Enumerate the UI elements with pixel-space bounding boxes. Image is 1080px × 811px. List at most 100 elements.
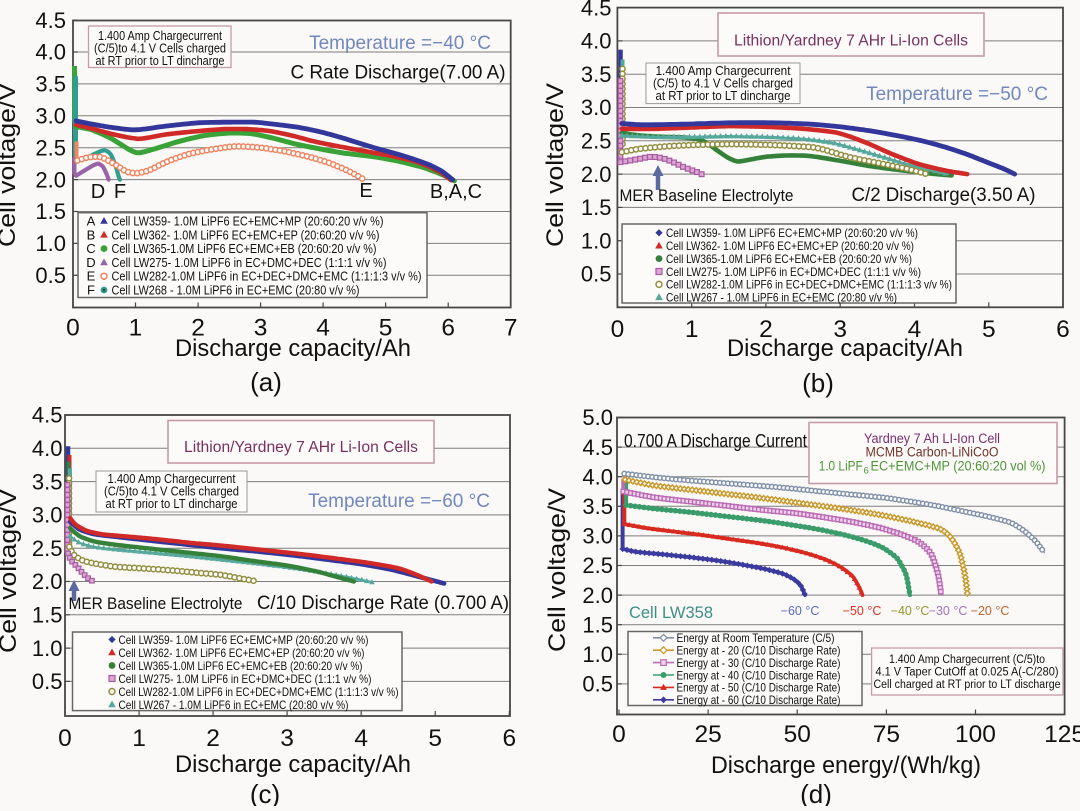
svg-text:2.0: 2.0 <box>581 162 612 187</box>
svg-text:125: 125 <box>1044 721 1080 748</box>
svg-text:3.0: 3.0 <box>35 104 66 129</box>
svg-text:1.5: 1.5 <box>32 603 63 628</box>
svg-text:6: 6 <box>441 315 455 342</box>
svg-text:1.400 Amp Chargecurrent (C/5)t: 1.400 Amp Chargecurrent (C/5)to <box>889 654 1045 666</box>
svg-text:0.700 A Discharge Current: 0.700 A Discharge Current <box>624 431 807 451</box>
svg-text:(d): (d) <box>800 779 832 806</box>
svg-text:3.0: 3.0 <box>582 524 613 549</box>
svg-text:Energy at - 40 (C/10 Discharge: Energy at - 40 (C/10 Discharge Rate) <box>677 668 841 682</box>
svg-text:2.5: 2.5 <box>581 129 612 154</box>
svg-text:Cell voltage/V: Cell voltage/V <box>544 488 571 652</box>
svg-text:2: 2 <box>206 725 220 752</box>
svg-text:MER Baseline Electrolyte: MER Baseline Electrolyte <box>620 186 794 205</box>
svg-text:E: E <box>87 269 96 284</box>
svg-text:2.0: 2.0 <box>35 167 66 192</box>
svg-text:Energy at - 50 (C/10 Discharge: Energy at - 50 (C/10 Discharge Rate) <box>677 681 841 695</box>
svg-text:at RT prior to LT dincharge: at RT prior to LT dincharge <box>106 496 238 511</box>
svg-text:C Rate Discharge(7.00 A): C Rate Discharge(7.00 A) <box>291 62 506 84</box>
svg-text:4: 4 <box>316 315 330 342</box>
svg-text:3.5: 3.5 <box>32 469 63 494</box>
svg-text:C: C <box>86 241 95 256</box>
svg-text:4.1 V Taper CutOff at 0.025 A: 4.1 V Taper CutOff at 0.025 A(-C/280) <box>876 667 1059 679</box>
svg-text:B: B <box>87 227 96 242</box>
svg-text:Discharge capacity/Ah: Discharge capacity/Ah <box>175 751 411 778</box>
svg-text:Cell LW282-1.0M LiPF6 in EC+DE: Cell LW282-1.0M LiPF6 in EC+DEC+DMC+EMC … <box>666 278 952 292</box>
svg-text:Energy at - 30 (C/10 Discharge: Energy at - 30 (C/10 Discharge Rate) <box>677 656 841 670</box>
svg-text:(C/5)to 4.1 V Cells charged: (C/5)to 4.1 V Cells charged <box>94 41 226 56</box>
svg-text:0: 0 <box>612 721 626 748</box>
svg-text:1.400 Amp Chargecurrent: 1.400 Amp Chargecurrent <box>108 471 236 486</box>
svg-text:1: 1 <box>129 315 143 342</box>
svg-text:Cell LW362- 1.0M LiPF6 EC+EMC+: Cell LW362- 1.0M LiPF6 EC+EMC+EP (20:60:… <box>112 228 380 242</box>
svg-text:F: F <box>114 181 126 203</box>
svg-text:Discharge energy/(Wh/kg): Discharge energy/(Wh/kg) <box>711 752 981 779</box>
svg-text:1: 1 <box>132 725 146 752</box>
svg-text:0.5: 0.5 <box>581 262 612 287</box>
svg-text:1.400 Amp Chargecurrent: 1.400 Amp Chargecurrent <box>656 63 791 78</box>
svg-text:MCMB Carbon-LiNiCoO: MCMB Carbon-LiNiCoO <box>866 445 999 460</box>
svg-text:A: A <box>87 214 96 229</box>
svg-text:2: 2 <box>759 316 773 343</box>
svg-text:Energy at - 60 (C/10 Discharge: Energy at - 60 (C/10 Discharge Rate) <box>677 693 841 707</box>
svg-text:2.0: 2.0 <box>32 569 63 594</box>
svg-text:(a): (a) <box>250 367 282 397</box>
svg-text:0.5: 0.5 <box>32 669 63 694</box>
svg-text:C/10 Discharge Rate (0.700 A): C/10 Discharge Rate (0.700 A) <box>257 592 509 614</box>
svg-text:Cell charged at RT prior to LT: Cell charged at RT prior to LT discharge <box>874 679 1061 691</box>
svg-text:Cell LW358: Cell LW358 <box>629 604 713 622</box>
svg-text:Cell LW362- 1.0M LiPF6 EC+EMC+: Cell LW362- 1.0M LiPF6 EC+EMC+EP (20:60:… <box>666 239 914 253</box>
svg-text:at RT prior to LT dincharge: at RT prior to LT dincharge <box>656 88 791 103</box>
svg-text:Cell LW359- 1.0M LiPF6 EC+EMC+: Cell LW359- 1.0M LiPF6 EC+EMC+MP (20:60:… <box>666 226 918 240</box>
svg-text:−30 °C: −30 °C <box>929 604 968 618</box>
svg-text:Cell LW267 - 1.0M LiPF6 in EC+: Cell LW267 - 1.0M LiPF6 in EC+EMC (20:80… <box>666 291 897 305</box>
svg-text:−40 °C: −40 °C <box>891 604 930 618</box>
svg-text:Cell LW365-1.0M LiPF6 EC+EMC+E: Cell LW365-1.0M LiPF6 EC+EMC+EB (20:60:2… <box>666 252 912 266</box>
svg-text:Cell LW282-1.0M LiPF6 in EC+DE: Cell LW282-1.0M LiPF6 in EC+DEC+DMC+EMC … <box>119 685 399 699</box>
svg-text:1.400 Amp Chargecurrent: 1.400 Amp Chargecurrent <box>98 28 222 43</box>
svg-text:0.5: 0.5 <box>35 263 66 288</box>
svg-text:3: 3 <box>833 316 847 343</box>
svg-text:2.5: 2.5 <box>582 553 613 578</box>
svg-text:0: 0 <box>66 315 80 342</box>
svg-text:MER Baseline Electrolyte: MER Baseline Electrolyte <box>69 594 243 613</box>
svg-text:4: 4 <box>908 316 922 343</box>
svg-text:1: 1 <box>685 316 699 343</box>
svg-text:2.5: 2.5 <box>35 135 66 160</box>
svg-text:Cell LW267 - 1.0M LiPF6 in EC+: Cell LW267 - 1.0M LiPF6 in EC+EMC (20:80… <box>119 698 349 712</box>
svg-text:Lithion/Yardney 7 AHr Li-Ion C: Lithion/Yardney 7 AHr Li-Ion Cells <box>184 439 418 456</box>
svg-text:4.5: 4.5 <box>32 403 63 428</box>
svg-text:Temperature =−40 °C: Temperature =−40 °C <box>309 33 491 54</box>
svg-text:Cell LW365-1.0M LiPF6 EC+EMC+E: Cell LW365-1.0M LiPF6 EC+EMC+EB (20:60:2… <box>119 659 363 673</box>
svg-text:Cell LW359- 1.0M LiPF6 EC+EMC+: Cell LW359- 1.0M LiPF6 EC+EMC+MP (20:60:… <box>112 215 384 229</box>
svg-text:4.0: 4.0 <box>581 29 612 54</box>
svg-text:50: 50 <box>784 721 811 748</box>
svg-text:2: 2 <box>191 315 205 342</box>
svg-text:Temperature =−60 °C: Temperature =−60 °C <box>308 491 490 512</box>
svg-text:4.5: 4.5 <box>581 0 612 20</box>
svg-text:Cell LW275- 1.0M LiPF6 in EC+D: Cell LW275- 1.0M LiPF6 in EC+DMC+DEC (1:… <box>112 256 387 270</box>
svg-text:Cell LW365-1.0M LiPF6 EC+EMC+E: Cell LW365-1.0M LiPF6 EC+EMC+EB (20:60:2… <box>112 242 377 256</box>
svg-text:Yardney 7 Ah LI-Ion Cell: Yardney 7 Ah LI-Ion Cell <box>864 431 1000 446</box>
svg-text:100: 100 <box>955 721 996 748</box>
svg-text:1.5: 1.5 <box>581 195 612 220</box>
svg-text:Cell LW359- 1.0M LiPF6 EC+EMC+: Cell LW359- 1.0M LiPF6 EC+EMC+MP (20:60:… <box>119 633 369 647</box>
svg-text:Energy at Room Temperature (C/: Energy at Room Temperature (C/5) <box>677 631 835 645</box>
svg-text:5: 5 <box>982 316 996 343</box>
svg-text:4.0: 4.0 <box>582 464 613 489</box>
svg-text:25: 25 <box>694 721 721 748</box>
svg-text:Cell voltage/V: Cell voltage/V <box>0 83 21 247</box>
svg-text:E: E <box>359 180 372 202</box>
svg-text:D: D <box>91 181 105 203</box>
svg-text:1.0: 1.0 <box>581 228 612 253</box>
svg-text:Cell voltage/V: Cell voltage/V <box>542 83 569 247</box>
svg-text:3: 3 <box>280 725 294 752</box>
svg-text:0: 0 <box>58 725 72 752</box>
svg-text:5: 5 <box>379 315 393 342</box>
svg-text:Cell LW268 - 1.0M LiPF6 in EC+: Cell LW268 - 1.0M LiPF6 in EC+EMC (20:80… <box>112 284 360 298</box>
svg-text:F: F <box>87 283 95 298</box>
svg-text:5: 5 <box>428 725 442 752</box>
svg-text:−20 °C: −20 °C <box>971 604 1010 618</box>
svg-text:(b): (b) <box>802 368 834 398</box>
svg-text:5.0: 5.0 <box>582 405 613 430</box>
svg-text:Cell LW275- 1.0M LiPF6 in EC+D: Cell LW275- 1.0M LiPF6 in EC+DMC+DEC (1:… <box>119 672 372 686</box>
